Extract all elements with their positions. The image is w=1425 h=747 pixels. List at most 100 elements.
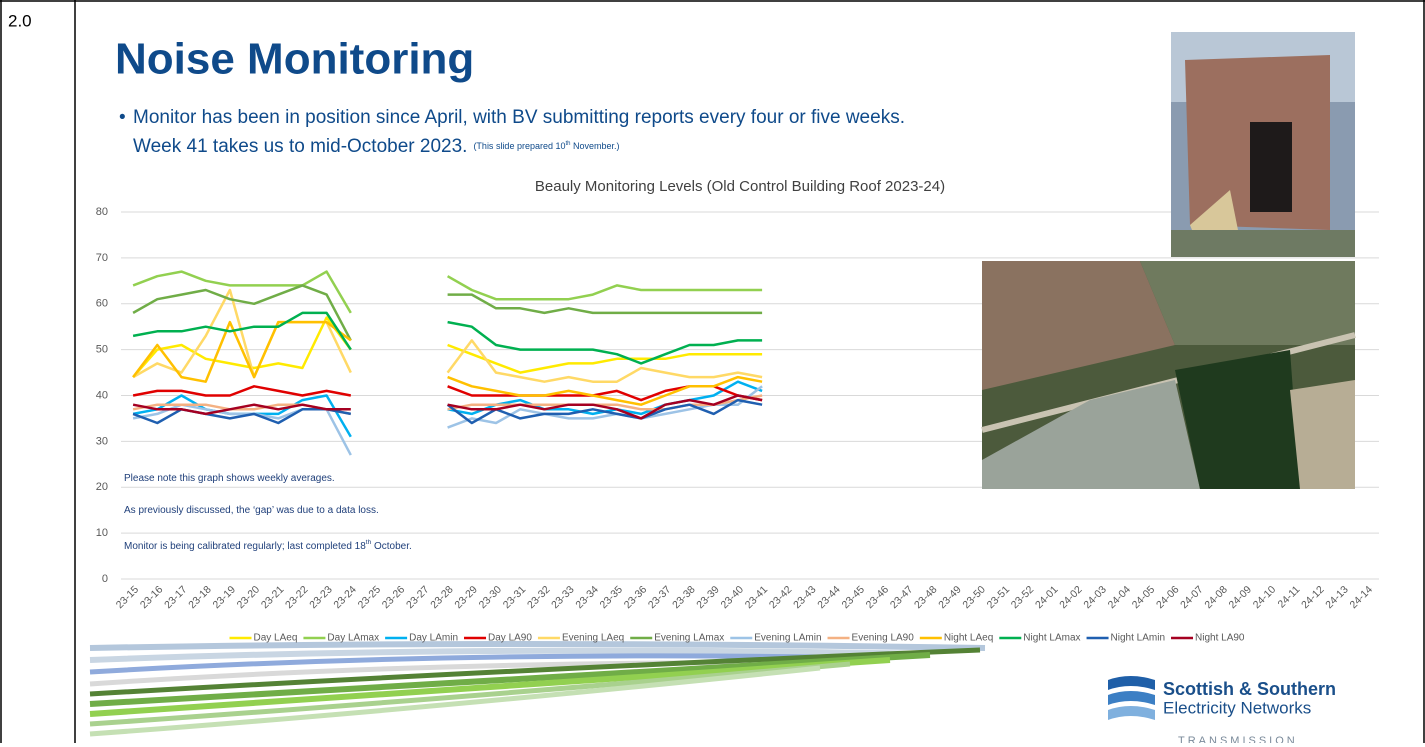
x-tick-label: 24-01: [1033, 583, 1061, 611]
annotation-part: As previously discussed, the ‘gap’ was d…: [124, 505, 379, 516]
legend-label: Evening LAmin: [754, 633, 821, 644]
legend-label: Evening LAeq: [562, 633, 624, 644]
x-tick-label: 23-20: [235, 583, 263, 611]
x-tick-label: 23-36: [622, 583, 650, 611]
x-tick-label: 23-45: [839, 583, 867, 611]
legend-item: Day LAeq: [230, 633, 298, 644]
y-tick-label: 80: [96, 206, 108, 218]
x-tick-label: 24-06: [1154, 583, 1182, 611]
x-tick-label: 24-11: [1275, 583, 1302, 610]
legend-label: Night LAeq: [944, 633, 993, 644]
x-tick-label: 24-13: [1323, 583, 1351, 611]
y-tick-label: 70: [96, 252, 108, 264]
x-tick-label: 23-37: [646, 583, 674, 611]
x-tick-label: 23-41: [743, 583, 771, 611]
legend-item: Evening LA90: [828, 633, 915, 644]
x-tick-label: 23-47: [888, 583, 916, 611]
series-line: [133, 396, 762, 419]
x-tick-label: 23-26: [380, 583, 408, 611]
annotation-part: Monitor is being calibrated regularly; l…: [124, 541, 366, 552]
annotation: Please note this graph shows weekly aver…: [124, 473, 335, 484]
x-tick-label: 24-05: [1130, 583, 1158, 611]
series-line: [133, 386, 762, 400]
legend-item: Night LAmin: [1087, 633, 1165, 644]
logo-text: TRANSMISSION: [1178, 735, 1298, 743]
series-line: [133, 313, 762, 364]
x-tick-label: 23-51: [985, 583, 1013, 611]
legend-label: Night LA90: [1195, 633, 1245, 644]
legend-item: Night LA90: [1171, 633, 1245, 644]
annotation-part: Please note this graph shows weekly aver…: [124, 473, 335, 484]
bullet-text-line: Week 41 takes us to mid-October 2023.: [133, 136, 467, 157]
x-tick-label: 23-48: [912, 583, 940, 611]
x-tick-label: 23-17: [162, 583, 190, 611]
x-tick-label: 23-32: [525, 583, 553, 611]
x-tick-label: 23-18: [186, 583, 214, 611]
x-tick-label: 23-46: [864, 583, 892, 611]
legend-item: Night LAmax: [999, 633, 1080, 644]
x-tick-label: 24-09: [1227, 583, 1255, 611]
annotation: Monitor is being calibrated regularly; l…: [124, 539, 412, 552]
x-tick-label: 23-15: [114, 583, 142, 611]
x-tick-label: 23-24: [331, 583, 359, 611]
decor-swoosh: [90, 644, 985, 734]
x-tick-label: 23-49: [936, 583, 964, 611]
x-tick-label: 23-33: [549, 583, 577, 611]
legend-label: Day LAmin: [409, 633, 458, 644]
legend-label: Evening LAmax: [654, 633, 724, 644]
annotation: As previously discussed, the ‘gap’ was d…: [124, 505, 379, 516]
x-tick-label: 24-08: [1202, 583, 1230, 611]
photo-building: [1171, 32, 1355, 257]
x-tick-label: 23-21: [259, 583, 287, 611]
x-tick-label: 24-03: [1081, 583, 1109, 611]
x-tick-label: 23-42: [767, 583, 795, 611]
x-tick-label: 23-38: [670, 583, 698, 611]
slide-title: Noise Monitoring: [115, 35, 474, 84]
logo-text: Electricity Networks: [1163, 698, 1311, 717]
y-tick-label: 0: [102, 573, 108, 585]
x-tick-label: 24-04: [1106, 583, 1134, 611]
y-tick-label: 40: [96, 389, 108, 401]
x-tick-label: 23-27: [404, 583, 432, 611]
x-tick-label: 23-34: [573, 583, 601, 611]
bullet-mark: •: [119, 107, 126, 128]
x-tick-label: 23-23: [307, 583, 335, 611]
note: November.): [571, 141, 620, 151]
note: (This slide prepared 10: [473, 141, 565, 151]
x-tick-label: 24-10: [1251, 583, 1279, 611]
x-tick-label: 23-35: [598, 583, 626, 611]
x-tick-label: 23-29: [452, 583, 480, 611]
legend-label: Night LAmax: [1023, 633, 1080, 644]
x-tick-label: 23-19: [210, 583, 238, 611]
x-tick-label: 23-30: [477, 583, 505, 611]
legend-label: Day LAeq: [254, 633, 298, 644]
legend-item: Night LAeq: [920, 633, 993, 644]
logo: Scottish & Southern Electricity Networks…: [1108, 676, 1336, 743]
logo-text: Scottish & Southern: [1163, 679, 1336, 699]
legend-label: Day LAmax: [327, 633, 379, 644]
x-tick-label: 23-25: [356, 583, 384, 611]
x-tick-label: 23-16: [138, 583, 166, 611]
y-tick-label: 30: [96, 435, 108, 447]
x-tick-label: 23-52: [1009, 583, 1037, 611]
y-tick-label: 50: [96, 344, 108, 356]
x-tick-label: 23-50: [960, 583, 988, 611]
x-tick-label: 23-43: [791, 583, 819, 611]
slide: 2.0 Noise Monitoring • Monitor has been …: [0, 0, 1425, 743]
legend-label: Day LA90: [488, 633, 532, 644]
legend-label: Night LAmin: [1111, 633, 1165, 644]
page: 2.0 Noise Monitoring • Monitor has been …: [0, 0, 1425, 743]
y-tick-label: 10: [96, 527, 108, 539]
x-tick-label: 23-28: [428, 583, 456, 611]
section-number: 2.0: [8, 11, 32, 30]
x-tick-label: 24-07: [1178, 583, 1206, 611]
bullet-text: Monitor has been in position since April…: [133, 107, 905, 128]
x-tick-label: 23-22: [283, 583, 311, 611]
x-tick-label: 23-44: [815, 583, 843, 611]
y-tick-label: 60: [96, 298, 108, 310]
x-tick-label: 23-40: [719, 583, 747, 611]
photo-aerial-map: [982, 261, 1355, 489]
y-tick-label: 20: [96, 481, 108, 493]
x-tick-label: 23-39: [694, 583, 722, 611]
x-tick-label: 23-31: [501, 583, 529, 611]
